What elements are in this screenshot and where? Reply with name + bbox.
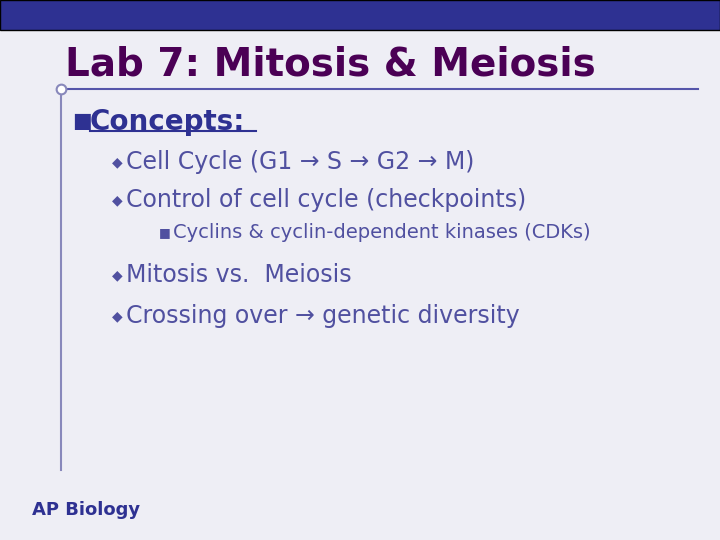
Text: Cell Cycle (G1 → S → G2 → M): Cell Cycle (G1 → S → G2 → M) (126, 150, 474, 174)
Text: ◆: ◆ (112, 155, 122, 169)
FancyBboxPatch shape (0, 0, 720, 30)
Text: ◆: ◆ (112, 193, 122, 207)
Text: AP Biology: AP Biology (32, 502, 140, 519)
Text: Concepts:: Concepts: (90, 107, 246, 136)
Text: ◆: ◆ (112, 309, 122, 323)
Text: Crossing over → genetic diversity: Crossing over → genetic diversity (126, 304, 520, 328)
Text: Lab 7: Mitosis & Meiosis: Lab 7: Mitosis & Meiosis (65, 46, 595, 84)
Text: Mitosis vs.  Meiosis: Mitosis vs. Meiosis (126, 264, 351, 287)
Text: ■: ■ (72, 111, 91, 132)
Text: Control of cell cycle (checkpoints): Control of cell cycle (checkpoints) (126, 188, 526, 212)
Text: ■: ■ (158, 226, 170, 239)
Text: ◆: ◆ (112, 268, 122, 282)
Text: Cyclins & cyclin-dependent kinases (CDKs): Cyclins & cyclin-dependent kinases (CDKs… (173, 222, 590, 242)
